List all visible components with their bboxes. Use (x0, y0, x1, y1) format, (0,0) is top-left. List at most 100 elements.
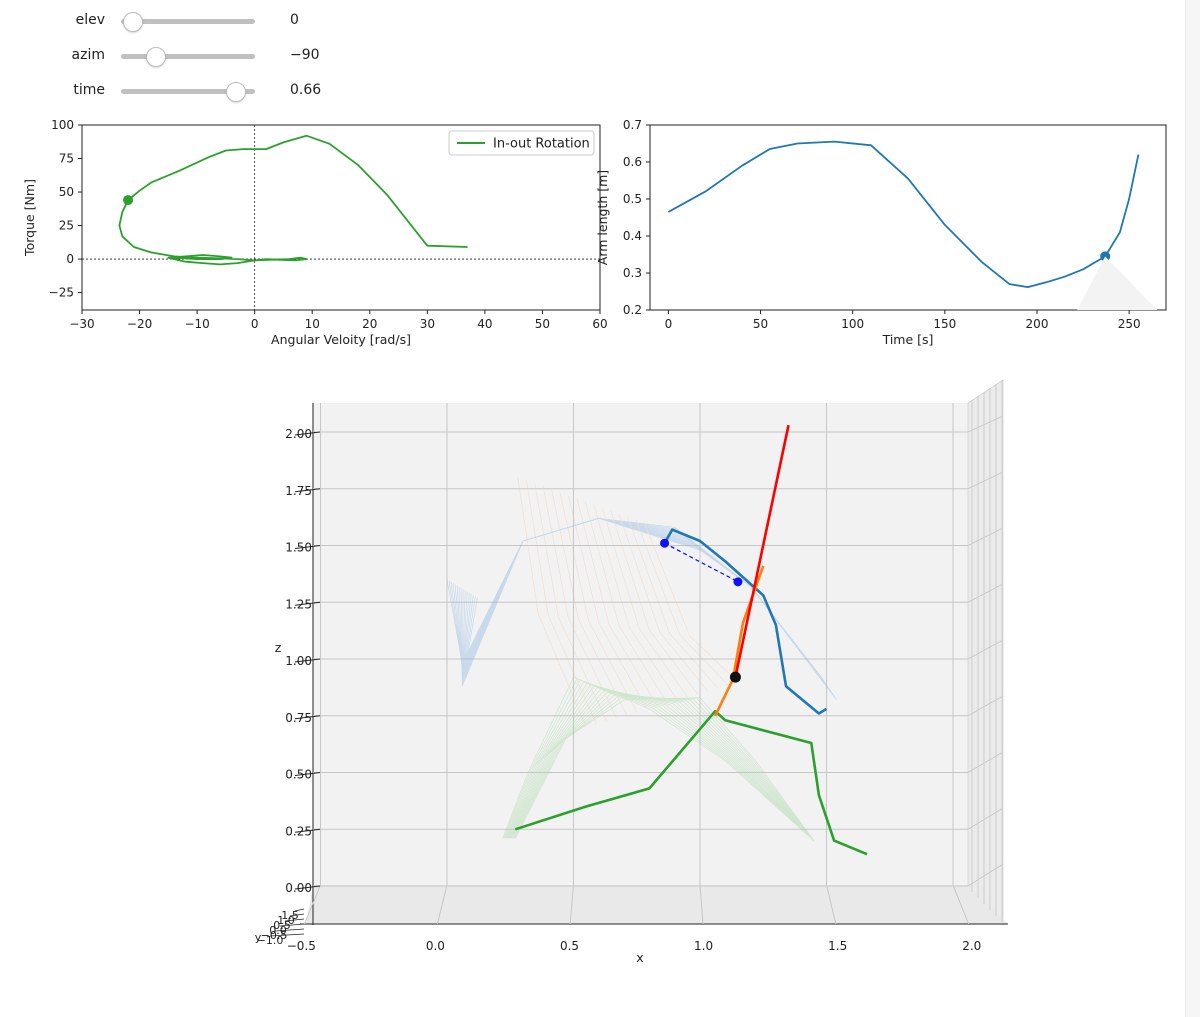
z-tick-label: 1.50 (285, 541, 312, 555)
blue-trace (452, 517, 825, 682)
window-shade (1077, 256, 1158, 310)
z-tick-mark (294, 658, 321, 663)
floor-grid-line (304, 884, 321, 925)
green-trace (509, 688, 815, 841)
y-tick-label: 0.5 (623, 192, 642, 206)
x-tick-label: 100 (841, 317, 864, 331)
y-tick-label: 0.2 (623, 303, 642, 317)
x-tick-label: −30 (69, 317, 94, 331)
x-tick-label: 150 (933, 317, 956, 331)
legend: In-out Rotation (448, 130, 595, 156)
green-trace (512, 694, 815, 841)
blue-trace (448, 517, 823, 679)
green-trace (502, 676, 815, 841)
green-trace (511, 693, 815, 841)
orange-trace (584, 501, 668, 704)
x-tick-label: 50 (753, 317, 768, 331)
side-z-grid-line (967, 583, 1004, 603)
orange-trace (635, 519, 729, 685)
green-trace (504, 681, 815, 841)
series-loop-line (118, 199, 308, 266)
3d-arm-plot: −0.5 0.0 0.5 1.0 1.5 2.00.000.250.500.751.001… (255, 379, 1008, 965)
y-axis-label: Torque [Nm] (22, 179, 37, 257)
y-axis-label: Arm length [m] (595, 170, 610, 265)
plot-frame (649, 124, 1167, 311)
joint-marker (733, 577, 743, 587)
orange-trace (627, 516, 718, 689)
slider-knob-azim[interactable] (145, 47, 166, 67)
green-trace (503, 679, 815, 841)
blue-trace (461, 517, 830, 690)
y-tick-label: 0.5 (273, 919, 291, 932)
orange-trace (601, 507, 688, 698)
page-scrollbar[interactable] (1185, 0, 1200, 1017)
green-trace (513, 696, 815, 841)
x-tick-label: −20 (127, 317, 152, 331)
z-tick-label: 2.00 (285, 427, 312, 441)
blue-trace (458, 517, 828, 687)
orange-trace (542, 486, 617, 719)
z-tick-mark (294, 885, 321, 890)
back-pane (313, 403, 968, 885)
x-tick-label: 0 (251, 317, 259, 331)
z-tick-label: 1.25 (285, 597, 312, 611)
blue-trace (461, 517, 831, 692)
slider-row-elev: elev 0 (0, 10, 400, 32)
x-tick-label: 20 (362, 317, 377, 331)
z-tick-label: 1.00 (285, 654, 312, 668)
green-trace (508, 687, 815, 841)
side-z-grid-line (967, 527, 1004, 546)
slider-track-time[interactable] (121, 82, 255, 102)
x-tick-label: 1.0 (694, 939, 713, 953)
slider-row-time: time 0.66 (0, 80, 400, 102)
y-tick-label: 25 (59, 219, 74, 233)
floor-grid-line (569, 884, 574, 925)
series-line (127, 134, 468, 248)
green-trace (506, 684, 815, 841)
blue-trace (460, 517, 829, 689)
x-tick-label: 250 (1118, 317, 1141, 331)
x-tick-label: 40 (477, 317, 492, 331)
blue-trace (456, 517, 827, 685)
y-tick-label: −25 (49, 286, 74, 300)
side-z-grid-line (967, 863, 1004, 887)
orange-trace (559, 492, 638, 713)
z-tick-label: 0.75 (285, 711, 312, 725)
z-tick-label: 1.75 (285, 484, 312, 498)
slider-track-azim[interactable] (121, 47, 255, 67)
z-tick-mark (294, 545, 321, 549)
slider-knob-elev[interactable] (122, 12, 143, 32)
arm-segment-line (514, 709, 868, 856)
x-tick-label: 0 (665, 317, 673, 331)
floor-grid-line (699, 884, 704, 925)
x-tick-label: 0.0 (426, 939, 445, 953)
z-tick-mark (294, 601, 321, 606)
x-tick-label: −0.5 (287, 939, 316, 953)
y-axis-label: y (255, 931, 262, 944)
orange-trace (643, 522, 739, 682)
green-trace (505, 682, 815, 841)
orange-trace (568, 495, 648, 710)
z-tick-mark (294, 828, 321, 833)
side-z-grid-line (967, 807, 1004, 830)
slider-track-elev[interactable] (121, 12, 255, 32)
side-z-grid-line (967, 415, 1004, 433)
y-tick-label: 100 (51, 118, 74, 132)
floor-pane (306, 885, 1008, 924)
z-axis-label: z (275, 640, 282, 655)
y-tick-label: 0.6 (623, 155, 642, 169)
legend-entry: In-out Rotation (493, 137, 590, 152)
y-tick-mark (284, 918, 305, 922)
slider-knob-time[interactable] (225, 82, 246, 102)
plot-frame (81, 124, 601, 311)
y-tick-label: 0 (66, 252, 74, 266)
x-tick-label: 0.5 (560, 939, 579, 953)
green-trace (507, 685, 815, 841)
z-tick-label: 0.00 (285, 881, 312, 895)
y-tick-label: 0.4 (623, 229, 642, 243)
orange-trace (534, 483, 607, 722)
blue-trace (461, 517, 836, 699)
x-axis-label: Time [s] (882, 332, 934, 347)
x-tick-label: −10 (184, 317, 209, 331)
